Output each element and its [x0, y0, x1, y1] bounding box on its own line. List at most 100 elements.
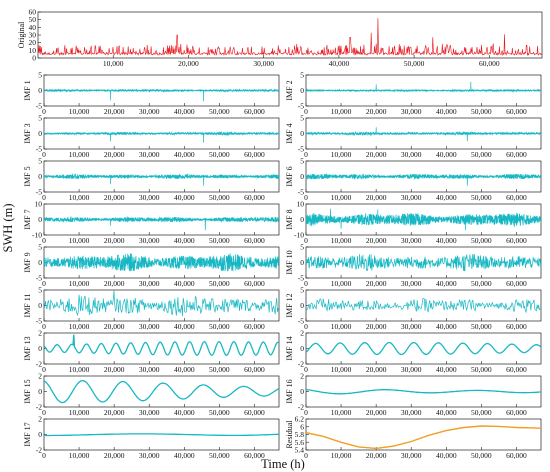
y-tick-label: 0 [38, 258, 42, 267]
x-tick-label: 60,000 [506, 365, 527, 374]
y-tick-label: 30 [29, 31, 37, 40]
series-imf-10-line [306, 253, 541, 272]
x-tick-label: 10,000 [331, 107, 352, 116]
x-tick-label: 40,000 [436, 279, 457, 288]
x-tick-label: 20,000 [104, 322, 125, 331]
series-imf-6-line [306, 173, 541, 186]
panel-label: Original [17, 21, 26, 48]
x-tick-label: 0 [304, 365, 308, 374]
x-tick-label: 20,000 [366, 322, 387, 331]
x-tick-label: 30,000 [139, 236, 160, 245]
panel-label: IMF 13 [23, 336, 32, 360]
x-tick-label: 20,000 [366, 279, 387, 288]
y-tick-label: 5 [38, 243, 42, 252]
x-tick-label: 50,000 [471, 279, 492, 288]
y-tick-label: 5 [300, 71, 304, 80]
y-tick-label: 0 [300, 86, 304, 95]
x-tick-label: 0 [304, 451, 308, 460]
series-imf-4-line [306, 127, 541, 142]
series-imf-14-line [306, 341, 541, 356]
y-tick-label: 5.4 [295, 446, 305, 455]
y-tick-label: -2 [36, 360, 42, 369]
x-tick-label: 60,000 [244, 107, 265, 116]
x-tick-label: 40,000 [174, 365, 195, 374]
x-tick-label: 20,000 [104, 408, 125, 417]
y-tick-label: 0 [38, 172, 42, 181]
x-tick-label: 0 [304, 236, 308, 245]
x-tick-label: 60,000 [244, 150, 265, 159]
x-tick-label: 0 [42, 451, 46, 460]
x-tick-label: 10,000 [69, 365, 90, 374]
x-axis-label: Time (h) [261, 457, 305, 471]
y-tick-label: -5 [298, 274, 304, 283]
x-tick-label: 50,000 [471, 408, 492, 417]
x-tick-label: 40,000 [436, 451, 457, 460]
y-tick-label: -5 [298, 317, 304, 326]
x-tick-label: 40,000 [174, 322, 195, 331]
x-tick-label: 30,000 [401, 236, 422, 245]
x-tick-label: 60,000 [506, 451, 527, 460]
x-tick-label: 40,000 [436, 107, 457, 116]
x-tick-label: 50,000 [471, 107, 492, 116]
y-tick-label: -5 [36, 274, 42, 283]
panel-label: IMF 11 [23, 294, 32, 318]
x-tick-label: 10,000 [69, 193, 90, 202]
y-tick-label: -2 [36, 403, 42, 412]
x-tick-label: 0 [42, 107, 46, 116]
series-imf-15-line [44, 379, 279, 404]
x-tick-label: 10,000 [331, 193, 352, 202]
x-tick-label: 10,000 [331, 365, 352, 374]
x-tick-label: 30,000 [139, 451, 160, 460]
x-tick-label: 30,000 [401, 408, 422, 417]
x-tick-label: 20,000 [104, 365, 125, 374]
y-tick-label: -5 [36, 188, 42, 197]
y-tick-label: 2 [300, 372, 304, 381]
panel-frame [305, 418, 542, 451]
x-tick-label: 30,000 [139, 107, 160, 116]
y-tick-label: 0 [38, 430, 42, 439]
x-tick-label: 20,000 [366, 451, 387, 460]
x-tick-label: 60,000 [244, 279, 265, 288]
y-tick-label: -5 [298, 102, 304, 111]
x-tick-label: 40,000 [174, 107, 195, 116]
x-tick-label: 40,000 [436, 322, 457, 331]
x-tick-label: 10,000 [69, 451, 90, 460]
series-residual-line [306, 425, 541, 450]
x-tick-label: 20,000 [366, 150, 387, 159]
x-tick-label: 0 [304, 193, 308, 202]
y-tick-label: 0 [300, 344, 304, 353]
panel-label: IMF 10 [285, 250, 294, 274]
y-tick-label: 0 [38, 387, 42, 396]
x-tick-label: 10,000 [331, 408, 352, 417]
x-tick-label: 20,000 [366, 107, 387, 116]
x-tick-label: 0 [42, 279, 46, 288]
x-tick-label: 40,000 [436, 408, 457, 417]
panel-label: IMF 1 [23, 80, 32, 100]
x-tick-label: 10,000 [103, 59, 124, 68]
x-tick-label: 40,000 [174, 408, 195, 417]
series-imf-12-line [306, 298, 541, 314]
x-tick-label: 30,000 [401, 193, 422, 202]
panel-label: IMF 8 [285, 209, 294, 229]
y-tick-label: 5 [38, 114, 42, 123]
x-tick-label: 50,000 [471, 236, 492, 245]
x-tick-label: 10,000 [69, 150, 90, 159]
x-tick-label: 30,000 [139, 193, 160, 202]
x-tick-label: 0 [42, 236, 46, 245]
x-tick-label: 60,000 [244, 408, 265, 417]
x-tick-label: 20,000 [178, 59, 199, 68]
x-tick-label: 20,000 [104, 451, 125, 460]
x-tick-label: 20,000 [104, 193, 125, 202]
y-tick-label: 0 [32, 54, 36, 63]
y-axis-label: SWH (m) [1, 204, 15, 253]
x-tick-label: 20,000 [104, 150, 125, 159]
x-tick-label: 60,000 [506, 236, 527, 245]
series-imf-7-line [44, 215, 279, 231]
panel-label: IMF 17 [23, 422, 32, 446]
